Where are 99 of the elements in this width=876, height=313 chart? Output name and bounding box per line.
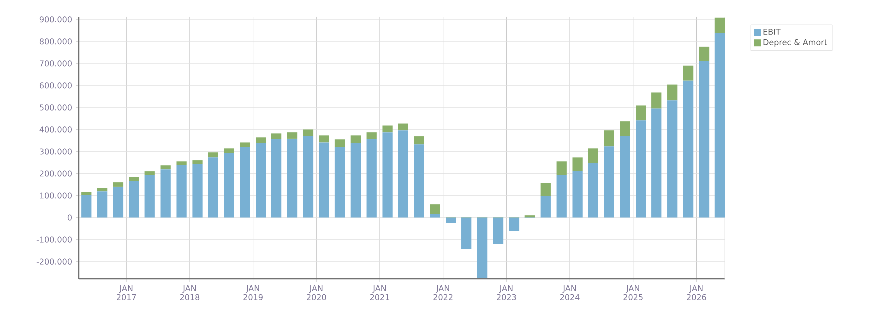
y-tick-label: 0 (68, 214, 72, 221)
bar (636, 120, 646, 218)
bar (683, 80, 694, 218)
x-tick-label: JAN 2018 (180, 286, 200, 300)
bar (556, 162, 567, 176)
bar (604, 130, 614, 147)
bar (714, 34, 726, 218)
bar (652, 92, 662, 109)
bar (668, 100, 678, 218)
bar (129, 181, 140, 218)
x-tick-label: JAN 2025 (624, 286, 643, 300)
bar (493, 218, 504, 244)
bar (699, 61, 710, 218)
y-tick-label: 400.000 (40, 126, 72, 133)
bar (144, 175, 155, 218)
x-tick-label: JAN 2023 (497, 286, 516, 300)
bar (714, 18, 726, 34)
bar (303, 130, 314, 137)
bar (176, 162, 187, 166)
y-tick-label: 700.000 (40, 60, 72, 67)
bar (176, 165, 187, 218)
bar (382, 132, 393, 218)
bar (398, 124, 408, 131)
bar (256, 138, 266, 144)
y-tick-label: 800.000 (40, 38, 72, 45)
bar (668, 84, 678, 101)
bar (540, 183, 551, 196)
bar (414, 144, 424, 218)
bar (224, 153, 234, 218)
bar (192, 164, 203, 218)
bar (256, 143, 266, 218)
bar (556, 175, 567, 218)
bar (509, 218, 520, 231)
bar (446, 218, 456, 224)
legend-label: EBIT (764, 29, 781, 35)
bar (113, 182, 124, 187)
bar (430, 204, 440, 214)
bar (572, 158, 583, 172)
bar (430, 214, 440, 218)
bar (620, 122, 630, 137)
bar (192, 160, 203, 164)
y-tick-label: 600.000 (40, 82, 72, 89)
bar (208, 158, 218, 218)
bar (240, 147, 250, 218)
legend-label: Deprec & Amort (764, 39, 828, 47)
bar (350, 143, 361, 218)
bar (208, 152, 218, 158)
x-tick-label: JAN 2026 (687, 286, 706, 300)
bar (366, 139, 377, 218)
x-tick-label: JAN 2020 (307, 286, 326, 300)
y-tick-label: 200.000 (40, 170, 72, 177)
bar (224, 148, 234, 154)
x-tick-label: JAN 2022 (434, 286, 453, 300)
bar (350, 136, 361, 144)
bar (82, 196, 92, 218)
bar (588, 163, 598, 218)
x-tick-label: JAN 2021 (370, 286, 390, 300)
bar (652, 108, 662, 218)
bar (113, 186, 124, 218)
bar (82, 192, 92, 196)
bar (699, 46, 710, 62)
bar (636, 106, 646, 121)
bar (287, 132, 298, 139)
bar (129, 177, 140, 182)
bar (477, 218, 488, 278)
y-tick-label: -100.000 (36, 236, 72, 243)
bar (319, 142, 330, 218)
bar (366, 132, 377, 140)
bar (540, 196, 551, 218)
bar (303, 136, 314, 218)
y-tick-label: 900.000 (40, 16, 72, 23)
y-tick-label: 100.000 (40, 192, 72, 199)
bar (462, 218, 472, 250)
x-tick-label: JAN 2024 (560, 286, 580, 300)
bar (240, 142, 250, 148)
bar (319, 136, 330, 143)
bar (97, 192, 108, 218)
x-tick-label: JAN 2017 (117, 286, 136, 300)
bar (414, 136, 424, 145)
bar (97, 188, 108, 192)
x-tick-label: JAN 2019 (244, 286, 263, 300)
bar (620, 136, 630, 218)
y-tick-label: 300.000 (40, 148, 72, 155)
bar (287, 138, 298, 218)
bar (160, 166, 171, 170)
bar (271, 134, 282, 140)
bar (382, 126, 393, 133)
bar (683, 66, 694, 81)
bar (160, 170, 171, 218)
bar (572, 172, 583, 218)
bar (398, 130, 408, 218)
bar (604, 146, 614, 218)
bar (271, 139, 282, 218)
bar (334, 140, 346, 148)
bar (588, 148, 598, 164)
y-tick-label: -200.000 (36, 258, 72, 265)
bar (144, 172, 155, 176)
y-tick-label: 500.000 (40, 104, 72, 111)
bar (334, 147, 346, 218)
